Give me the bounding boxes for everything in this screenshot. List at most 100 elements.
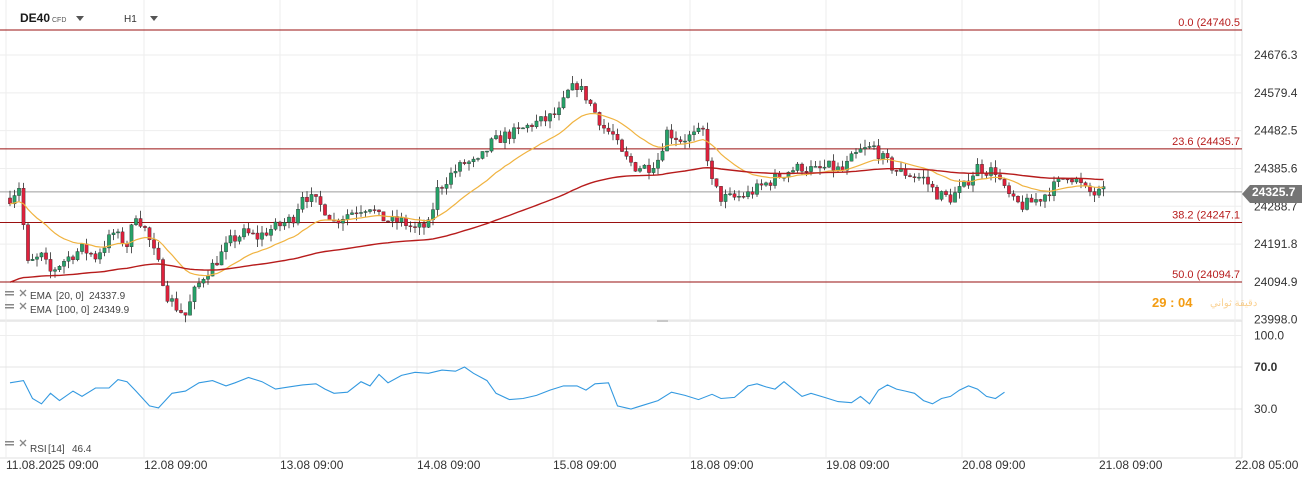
rsi-line <box>9 366 1005 410</box>
candle-timer: 29 : 04 <box>1152 295 1193 310</box>
bull-candle <box>849 153 854 162</box>
ema20-legend-params: [20, 0] <box>56 291 84 302</box>
x-tick-label: 21.08 09:00 <box>1099 458 1163 472</box>
close-icon[interactable] <box>19 439 27 447</box>
bear-candle <box>894 170 899 172</box>
candles <box>8 76 1106 323</box>
bear-candle <box>183 312 188 316</box>
bear-candle <box>948 194 953 203</box>
fib-level-label: 23.6 (24435.7 <box>1172 136 1240 148</box>
ema20-legend-name: EMA <box>30 291 52 302</box>
bear-candle <box>885 153 890 158</box>
bull-candle <box>1043 194 1047 202</box>
bull-candle <box>53 269 57 272</box>
bear-candle <box>584 86 588 101</box>
bull-candle <box>237 236 242 242</box>
rsi-tick-label: 30.0 <box>1254 402 1278 416</box>
bull-candle <box>485 150 489 153</box>
bear-candle <box>611 131 615 135</box>
close-icon[interactable] <box>19 302 27 310</box>
bull-candle <box>242 228 246 238</box>
ema20-legend-value: 24337.9 <box>89 291 126 302</box>
bear-candle <box>831 160 836 171</box>
bull-candle <box>872 145 876 147</box>
bear-candle <box>633 162 638 172</box>
bull-candle <box>273 221 278 230</box>
x-tick-label: 12.08 09:00 <box>144 458 208 472</box>
bear-candle <box>1079 178 1083 183</box>
bear-candle <box>21 188 26 226</box>
bear-candle <box>930 183 935 188</box>
bull-candle <box>75 251 80 260</box>
chevron-down-icon[interactable] <box>76 16 84 21</box>
close-icon[interactable] <box>19 289 27 297</box>
bear-candle <box>678 139 683 142</box>
grid <box>0 0 1243 459</box>
x-tick-label: 14.08 09:00 <box>417 458 481 472</box>
bear-candle <box>804 171 809 173</box>
bear-candle <box>278 221 282 227</box>
bear-candle <box>264 232 269 236</box>
bear-candle <box>251 232 255 235</box>
x-tick-label: 15.08 09:00 <box>553 458 617 472</box>
bear-candle <box>606 127 611 132</box>
bear-candle <box>602 125 606 129</box>
bull-candle <box>867 146 872 148</box>
menu-icon[interactable] <box>5 304 14 306</box>
bear-candle <box>912 176 917 178</box>
bear-candle <box>620 139 624 152</box>
bull-candle <box>359 212 363 214</box>
bull-candle <box>539 116 543 122</box>
bear-candle <box>507 131 512 139</box>
menu-icon[interactable] <box>5 291 14 293</box>
bear-candle <box>93 253 98 260</box>
bear-candle <box>1065 178 1070 181</box>
bull-candle <box>845 160 849 171</box>
ema20-legend[interactable]: EMA [20, 0] 24337.9 <box>5 289 126 302</box>
bear-candle <box>800 163 804 172</box>
bull-candle <box>1097 188 1101 196</box>
current-price-tag: 24325.7 <box>1242 185 1302 203</box>
bear-candle <box>705 128 710 162</box>
bear-candle <box>516 127 521 129</box>
bear-candle <box>1070 179 1074 183</box>
x-tick-label: 18.08 09:00 <box>690 458 754 472</box>
bear-candle <box>138 218 143 227</box>
bear-candle <box>768 182 773 186</box>
bull-candle <box>341 219 345 224</box>
bull-candle <box>1025 197 1029 210</box>
bull-candle <box>102 247 107 253</box>
panel-resize-handle[interactable] <box>657 320 668 322</box>
ema100-legend-params: [100, 0] <box>56 305 90 316</box>
bear-candle <box>323 204 327 216</box>
ema100-legend-name: EMA <box>30 305 52 316</box>
bull-candle <box>503 131 507 143</box>
bull-candle <box>66 256 71 262</box>
bear-candle <box>1092 191 1097 196</box>
bull-candle <box>737 196 741 198</box>
bear-candle <box>71 256 75 260</box>
bull-candle <box>192 286 197 302</box>
bull-candle <box>350 212 354 215</box>
bull-candle <box>1034 199 1038 203</box>
bear-candle <box>89 252 93 255</box>
y-tick-label: 24482.5 <box>1254 124 1298 138</box>
bull-candle <box>548 113 552 122</box>
current-price-value: 24325.7 <box>1252 185 1296 199</box>
bull-candle <box>111 232 116 235</box>
candle-timer-units: دقيقة ثواني <box>1210 298 1257 309</box>
symbol-label[interactable]: DE40 <box>20 11 50 25</box>
bear-candle <box>327 214 332 221</box>
ema100-legend[interactable]: EMA [100, 0] 24349.9 <box>5 302 130 316</box>
bear-candle <box>440 187 444 189</box>
timeframe-label[interactable]: H1 <box>124 14 137 25</box>
menu-icon[interactable] <box>5 441 14 443</box>
x-tick-label: 20.08 09:00 <box>962 458 1026 472</box>
chevron-down-icon[interactable] <box>150 16 158 21</box>
bull-candle <box>773 173 777 186</box>
bull-candle <box>579 86 584 90</box>
bull-candle <box>854 152 858 154</box>
rsi-legend[interactable]: RSI [14] 46.4 <box>5 439 92 455</box>
